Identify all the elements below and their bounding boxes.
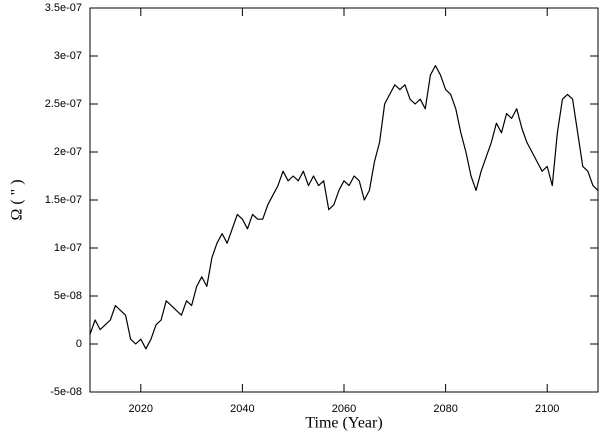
y-tick-label: 2.5e-07 <box>45 98 82 110</box>
x-tick-label: 2080 <box>433 403 457 415</box>
y-tick-label: 2e-07 <box>54 146 82 158</box>
x-tick-label: 2060 <box>332 403 356 415</box>
y-tick-label: 3e-07 <box>54 50 82 62</box>
y-tick-label: 0 <box>76 338 82 350</box>
x-tick-label: 2100 <box>535 403 559 415</box>
plot-frame <box>89 7 599 393</box>
y-tick-label: 1e-07 <box>54 242 82 254</box>
y-axis-label: Ω ( " ) <box>9 179 26 220</box>
y-tick-label: 1.5e-07 <box>45 194 82 206</box>
y-tick-label: 3.5e-07 <box>45 2 82 14</box>
x-tick-label: 2020 <box>129 403 153 415</box>
y-tick-label: -5e-08 <box>50 386 82 398</box>
data-line <box>89 65 599 350</box>
x-axis-label: Time (Year) <box>305 415 382 432</box>
y-tick-label: 5e-08 <box>54 290 82 302</box>
x-tick-label: 2040 <box>230 403 254 415</box>
